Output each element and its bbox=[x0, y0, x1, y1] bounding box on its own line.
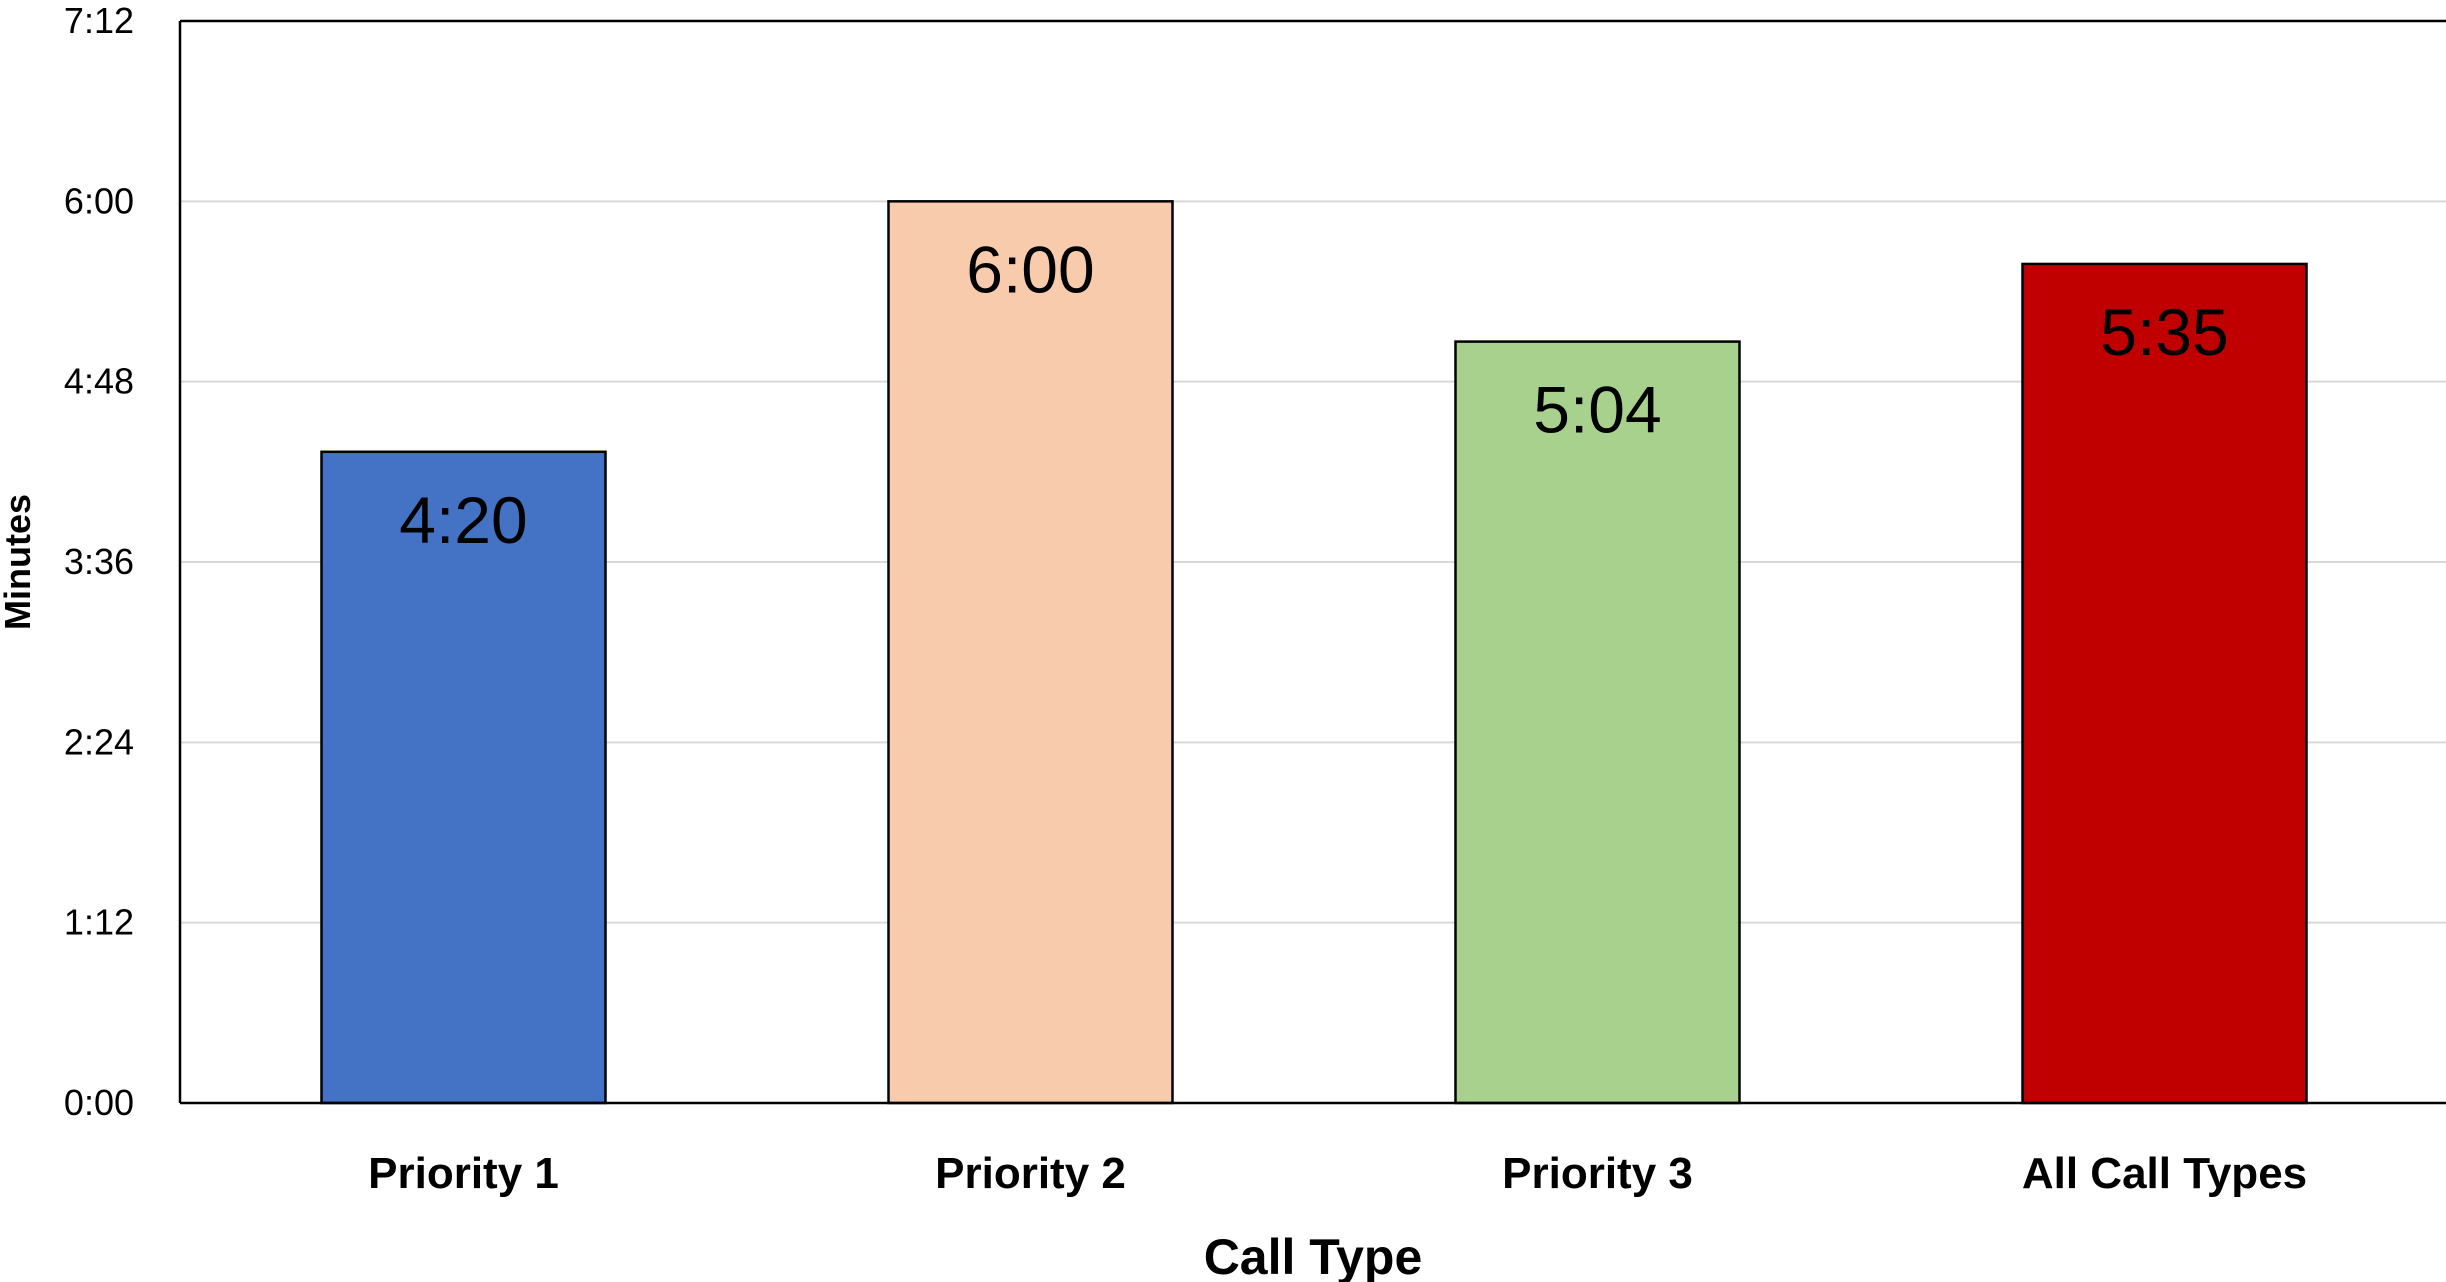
bar bbox=[1454, 340, 1741, 1105]
data-label: 5:04 bbox=[1533, 373, 1661, 447]
y-tick-label: 6:00 bbox=[64, 180, 134, 221]
y-axis-title: Minutes bbox=[0, 494, 38, 630]
bar bbox=[887, 200, 1174, 1105]
x-tick-label: Priority 1 bbox=[368, 1149, 559, 1198]
y-tick-label: 0:00 bbox=[64, 1082, 134, 1123]
data-label: 6:00 bbox=[966, 232, 1094, 306]
x-axis-title: Call Type bbox=[1204, 1229, 1423, 1282]
x-tick-labels: Priority 1 Priority 2 Priority 3 All Call T… bbox=[368, 1149, 2307, 1198]
y-tick-labels: 0:00 1:12 2:24 3:36 4:48 6:00 7:12 bbox=[64, 0, 134, 1123]
bar bbox=[320, 450, 607, 1105]
data-labels: 4:20 6:00 5:04 5:35 bbox=[399, 232, 2228, 556]
y-tick-label: 3:36 bbox=[64, 541, 134, 582]
axes bbox=[178, 19, 2446, 1105]
y-tick-label: 2:24 bbox=[64, 721, 134, 762]
y-tick-label: 7:12 bbox=[64, 0, 134, 41]
data-label: 4:20 bbox=[399, 483, 527, 557]
bar bbox=[2021, 262, 2308, 1105]
x-tick-label: Priority 2 bbox=[935, 1149, 1126, 1198]
x-tick-label: Priority 3 bbox=[1502, 1149, 1693, 1198]
y-tick-label: 4:48 bbox=[64, 361, 134, 402]
bars bbox=[320, 200, 2308, 1105]
x-tick-label: All Call Types bbox=[2022, 1149, 2307, 1198]
data-label: 5:35 bbox=[2100, 295, 2228, 369]
y-tick-label: 1:12 bbox=[64, 902, 134, 943]
